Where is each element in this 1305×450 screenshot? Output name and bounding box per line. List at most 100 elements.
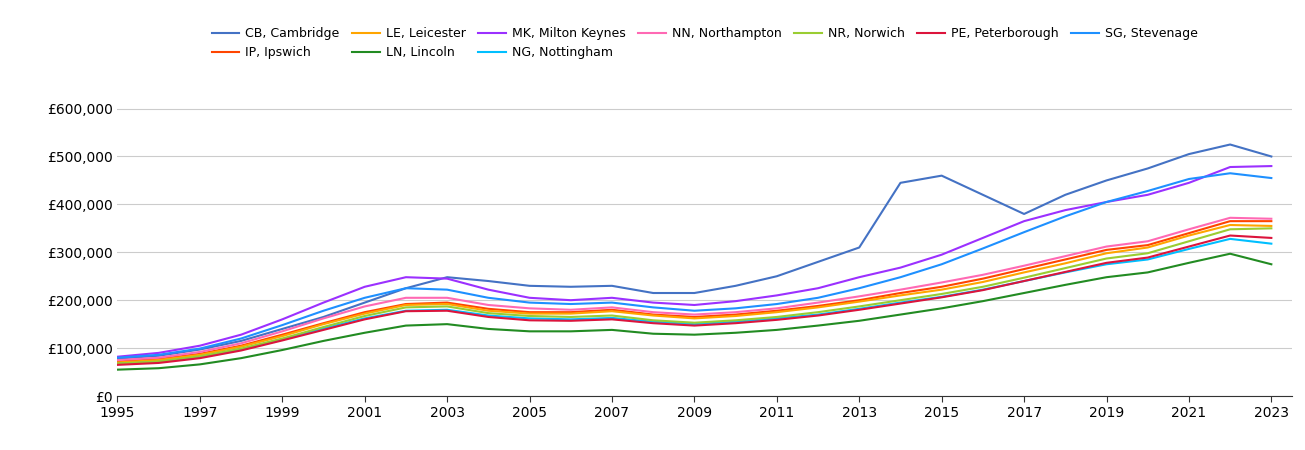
NR, Norwich [1263, 225, 1279, 231]
NN, Northampton [440, 295, 455, 301]
NR, Norwich [1017, 275, 1032, 280]
CB, Cambridge [810, 259, 826, 265]
MK, Milton Keynes [480, 287, 496, 292]
CB, Cambridge [356, 300, 372, 305]
NN, Northampton [151, 355, 167, 360]
PE, Peterborough [562, 318, 578, 324]
PE, Peterborough [274, 338, 290, 343]
NR, Norwich [562, 314, 578, 319]
NG, Nottingham [604, 315, 620, 320]
PE, Peterborough [646, 320, 662, 326]
MK, Milton Keynes [851, 274, 867, 280]
SG, Stevenage [398, 285, 414, 291]
LN, Lincoln [1099, 274, 1114, 280]
LE, Leicester [234, 344, 249, 349]
CB, Cambridge [851, 245, 867, 250]
MK, Milton Keynes [1017, 218, 1032, 224]
SG, Stevenage [480, 295, 496, 301]
NG, Nottingham [316, 326, 331, 331]
NN, Northampton [1139, 238, 1155, 244]
NN, Northampton [480, 302, 496, 308]
IP, Ipswich [480, 306, 496, 311]
PE, Peterborough [316, 327, 331, 333]
NR, Norwich [1223, 227, 1238, 232]
PE, Peterborough [769, 317, 784, 323]
NR, Norwich [480, 310, 496, 316]
NG, Nottingham [646, 319, 662, 324]
PE, Peterborough [522, 318, 538, 323]
NR, Norwich [110, 361, 125, 366]
NR, Norwich [440, 304, 455, 309]
CB, Cambridge [893, 180, 908, 185]
PE, Peterborough [110, 362, 125, 368]
IP, Ipswich [316, 320, 331, 326]
NG, Nottingham [1099, 261, 1114, 267]
SG, Stevenage [1099, 199, 1114, 205]
PE, Peterborough [851, 307, 867, 312]
NG, Nottingham [975, 287, 990, 292]
MK, Milton Keynes [1181, 180, 1197, 185]
LE, Leicester [1017, 270, 1032, 275]
NR, Norwich [522, 313, 538, 319]
SG, Stevenage [1139, 188, 1155, 194]
NR, Norwich [851, 304, 867, 309]
PE, Peterborough [234, 348, 249, 353]
LN, Lincoln [110, 367, 125, 372]
LE, Leicester [769, 310, 784, 315]
NR, Norwich [316, 324, 331, 330]
LN, Lincoln [810, 323, 826, 328]
SG, Stevenage [646, 305, 662, 310]
SG, Stevenage [728, 306, 744, 311]
SG, Stevenage [110, 355, 125, 360]
LE, Leicester [1099, 251, 1114, 256]
SG, Stevenage [151, 352, 167, 357]
MK, Milton Keynes [234, 332, 249, 338]
SG, Stevenage [274, 322, 290, 328]
NN, Northampton [1181, 227, 1197, 232]
SG, Stevenage [1263, 176, 1279, 181]
NN, Northampton [1223, 215, 1238, 220]
IP, Ipswich [234, 343, 249, 348]
IP, Ipswich [1181, 230, 1197, 236]
LE, Leicester [356, 311, 372, 316]
NG, Nottingham [398, 308, 414, 314]
CB, Cambridge [440, 274, 455, 280]
IP, Ipswich [1139, 243, 1155, 248]
LN, Lincoln [1139, 270, 1155, 275]
PE, Peterborough [604, 317, 620, 322]
NG, Nottingham [728, 319, 744, 324]
SG, Stevenage [810, 295, 826, 301]
MK, Milton Keynes [192, 343, 207, 348]
NR, Norwich [934, 291, 950, 297]
SG, Stevenage [686, 308, 702, 314]
NR, Norwich [604, 313, 620, 318]
NN, Northampton [316, 316, 331, 321]
NN, Northampton [1263, 216, 1279, 221]
IP, Ipswich [1099, 247, 1114, 252]
NG, Nottingham [192, 355, 207, 360]
IP, Ipswich [274, 332, 290, 338]
LE, Leicester [192, 352, 207, 357]
LE, Leicester [646, 313, 662, 318]
MK, Milton Keynes [316, 300, 331, 305]
NR, Norwich [274, 336, 290, 341]
MK, Milton Keynes [1139, 192, 1155, 198]
MK, Milton Keynes [810, 285, 826, 291]
LE, Leicester [316, 321, 331, 327]
Line: LN, Lincoln: LN, Lincoln [117, 254, 1271, 369]
CB, Cambridge [728, 283, 744, 288]
MK, Milton Keynes [728, 298, 744, 304]
IP, Ipswich [1223, 218, 1238, 224]
NG, Nottingham [1139, 257, 1155, 262]
NN, Northampton [975, 272, 990, 278]
Line: NR, Norwich: NR, Norwich [117, 228, 1271, 364]
NN, Northampton [1099, 244, 1114, 249]
LE, Leicester [1057, 261, 1073, 266]
CB, Cambridge [192, 347, 207, 352]
NG, Nottingham [893, 300, 908, 305]
PE, Peterborough [398, 309, 414, 314]
LE, Leicester [728, 313, 744, 319]
NN, Northampton [646, 310, 662, 315]
NN, Northampton [234, 341, 249, 346]
PE, Peterborough [480, 314, 496, 319]
